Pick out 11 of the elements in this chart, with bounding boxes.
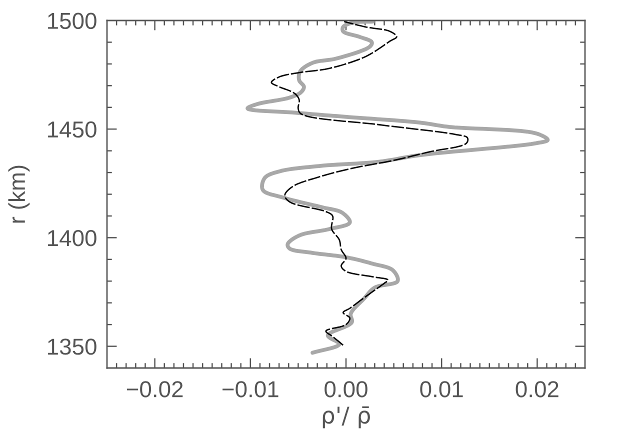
y-tick-label: 1350	[48, 338, 96, 355]
y-tick-label: 1450	[48, 121, 96, 138]
y-tick-label: 1500	[48, 12, 96, 30]
x-axis-title: ρ'/ ρ̄	[322, 406, 370, 428]
x-tick-label: 0.01	[420, 381, 463, 398]
x-tick-label: −0.01	[222, 381, 278, 398]
y-tick-label: 1400	[48, 230, 96, 246]
x-tick-label: 0.00	[324, 381, 368, 398]
y-axis-title: r (km)	[8, 166, 30, 223]
x-tick-label: −0.02	[126, 381, 183, 398]
x-tick-label: 0.02	[516, 381, 558, 398]
